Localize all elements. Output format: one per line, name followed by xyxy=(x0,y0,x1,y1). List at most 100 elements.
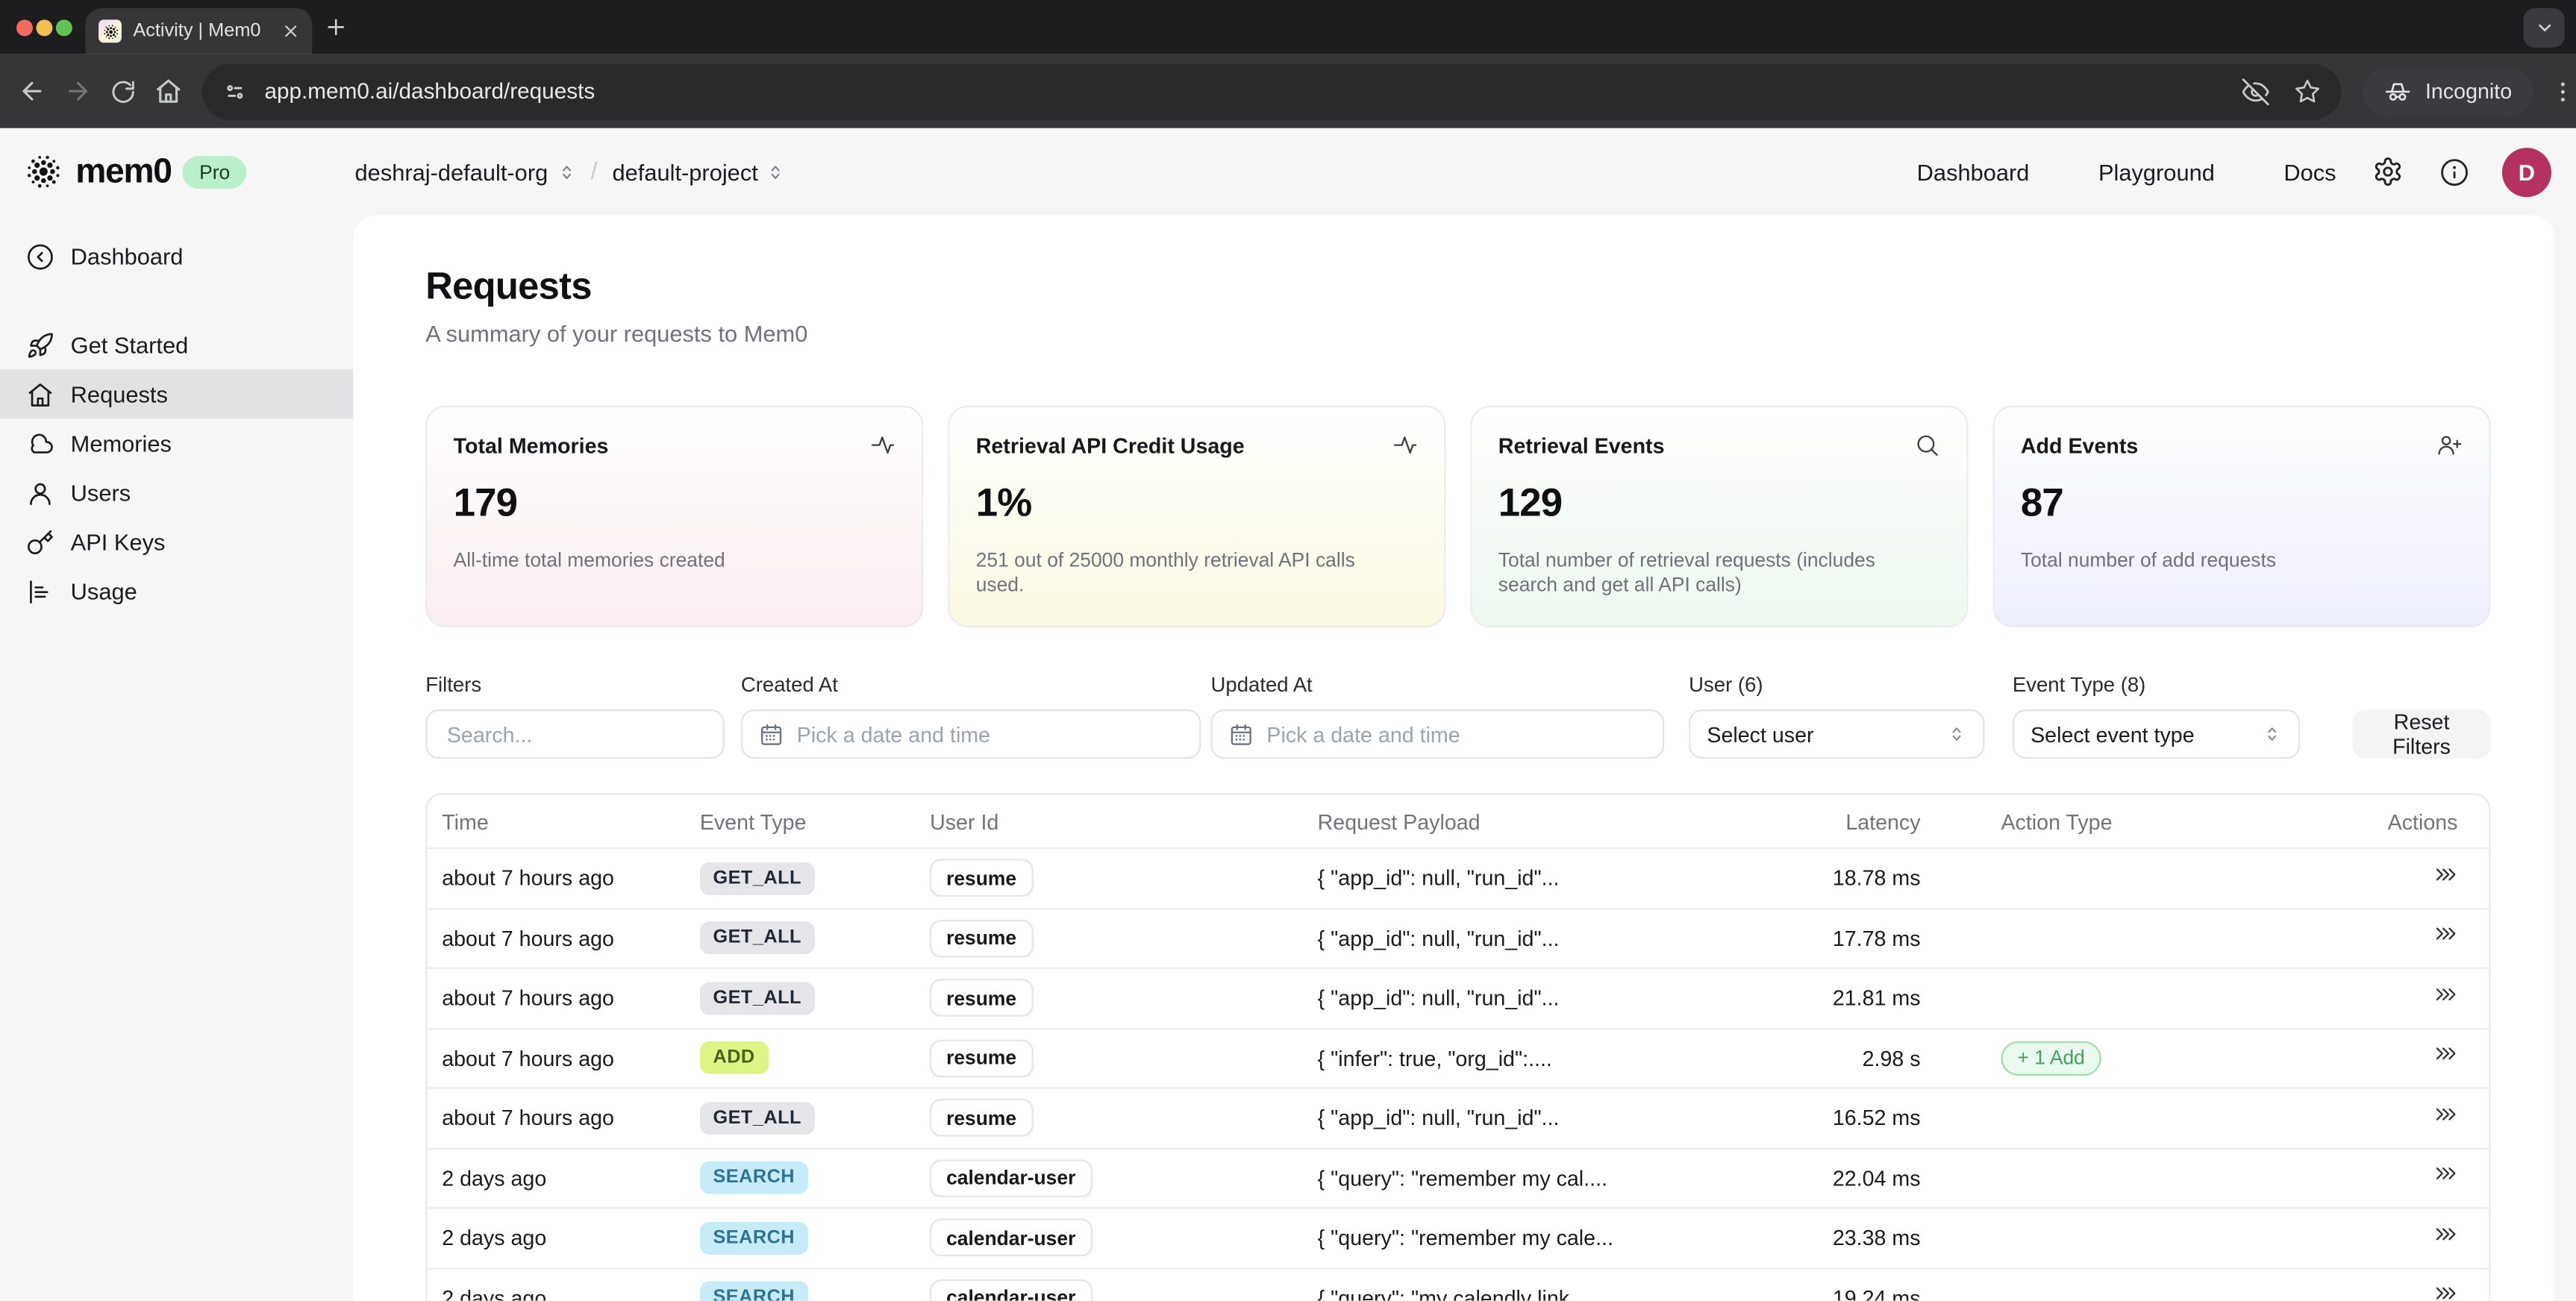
updated-at-label: Updated At xyxy=(1210,673,1313,697)
home-icon xyxy=(26,380,54,408)
user-id-chip: resume xyxy=(930,979,1034,1018)
user-id-chip: calendar-user xyxy=(930,1219,1092,1257)
event-type-badge: GET_ALL xyxy=(699,862,815,895)
url-bar[interactable]: app.mem0.ai/dashboard/requests xyxy=(201,63,2342,119)
site-settings-icon[interactable] xyxy=(222,78,248,104)
created-at-picker[interactable]: Pick a date and time xyxy=(740,709,1201,759)
app-header: mem0 Pro deshraj-default-org / default-p… xyxy=(0,128,2576,216)
cloud-icon xyxy=(26,430,54,457)
incognito-badge: Incognito xyxy=(2363,66,2533,116)
browser-tab-strip: Activity | Mem0 xyxy=(0,0,2576,54)
expand-row-icon[interactable] xyxy=(2433,862,2457,886)
expand-row-icon[interactable] xyxy=(2433,1282,2457,1301)
tab-search-chevron-button[interactable] xyxy=(2523,8,2565,48)
incognito-label: Incognito xyxy=(2425,78,2513,104)
table-row[interactable]: about 7 hours ago GET_ALL resume { "app_… xyxy=(427,847,2489,907)
breadcrumb: deshraj-default-org / default-project xyxy=(355,157,787,186)
event-type-badge: SEARCH xyxy=(699,1221,808,1255)
window-zoom-button[interactable] xyxy=(55,19,72,37)
expand-row-icon[interactable] xyxy=(2433,922,2457,947)
created-at-label: Created At xyxy=(740,673,838,697)
table-row[interactable]: about 7 hours ago ADD resume { "infer": … xyxy=(427,1027,2489,1087)
expand-row-icon[interactable] xyxy=(2433,1102,2457,1126)
expand-row-icon[interactable] xyxy=(2433,1221,2457,1246)
user-id-chip: resume xyxy=(930,859,1034,897)
search-input-wrap xyxy=(425,709,725,759)
user-id-chip: calendar-user xyxy=(930,1159,1092,1197)
sidebar-item-users[interactable]: Users xyxy=(0,468,353,517)
browser-tab[interactable]: Activity | Mem0 xyxy=(85,8,313,54)
event-type-badge: GET_ALL xyxy=(699,981,815,1015)
user-id-chip: resume xyxy=(930,919,1034,957)
sidebar-item-requests[interactable]: Requests xyxy=(0,369,354,419)
back-button[interactable] xyxy=(18,77,46,104)
home-button[interactable] xyxy=(154,77,182,104)
table-header-row: Time Event Type User Id Request Payload … xyxy=(442,809,2458,834)
table-row[interactable]: 2 days ago SEARCH calendar-user { "query… xyxy=(427,1147,2489,1207)
event-type-badge: GET_ALL xyxy=(699,921,815,955)
sidebar-item-api-keys[interactable]: API Keys xyxy=(0,517,353,566)
window-minimize-button[interactable] xyxy=(36,19,53,37)
header-nav: Dashboard Playground Docs D xyxy=(1848,147,2551,197)
event-type-badge: GET_ALL xyxy=(699,1101,815,1135)
table-row[interactable]: 2 days ago SEARCH calendar-user { "query… xyxy=(427,1207,2489,1267)
reload-button[interactable] xyxy=(110,78,137,104)
event-type-select[interactable]: Select event type xyxy=(2012,709,2301,759)
bookmark-star-icon[interactable] xyxy=(2294,77,2322,104)
bar-chart-icon xyxy=(26,577,54,605)
event-type-badge: SEARCH xyxy=(699,1281,808,1301)
nav-playground-link[interactable]: Playground xyxy=(2098,158,2215,185)
event-type-badge: SEARCH xyxy=(699,1162,808,1195)
user-avatar[interactable]: D xyxy=(2501,147,2551,197)
user-select[interactable]: Select user xyxy=(1689,709,1985,759)
table-row[interactable]: about 7 hours ago GET_ALL resume { "app_… xyxy=(427,967,2489,1027)
stat-card-add-events: Add Events 87 Total number of add reques… xyxy=(1992,405,2491,627)
help-info-icon[interactable] xyxy=(2439,157,2469,186)
eye-off-icon[interactable] xyxy=(2241,76,2271,106)
user-filter-label: User (6) xyxy=(1689,673,1763,697)
stat-card-retrieval-events: Retrieval Events 129 Total number of ret… xyxy=(1470,405,1969,627)
sidebar-item-dashboard[interactable]: Dashboard xyxy=(0,231,353,280)
plan-badge: Pro xyxy=(183,155,247,189)
expand-row-icon[interactable] xyxy=(2433,982,2457,1006)
mem0-favicon xyxy=(99,19,122,43)
table-row[interactable]: about 7 hours ago GET_ALL resume { "app_… xyxy=(427,1087,2489,1147)
rocket-icon xyxy=(26,331,54,359)
window-close-button[interactable] xyxy=(16,19,34,37)
calendar-icon xyxy=(1229,722,1254,747)
filters-label: Filters xyxy=(425,673,482,697)
url-text[interactable]: app.mem0.ai/dashboard/requests xyxy=(264,78,595,104)
sidebar-item-memories[interactable]: Memories xyxy=(0,418,353,468)
activity-icon xyxy=(869,432,895,458)
browser-toolbar: app.mem0.ai/dashboard/requests Incognito xyxy=(0,54,2576,128)
stats-row: Total Memories 179 All-time total memori… xyxy=(425,405,2491,627)
reset-filters-button[interactable]: Reset Filters xyxy=(2352,709,2491,759)
updated-at-picker[interactable]: Pick a date and time xyxy=(1210,709,1665,759)
settings-gear-icon[interactable] xyxy=(2372,156,2404,187)
calendar-icon xyxy=(759,722,784,747)
forward-button[interactable] xyxy=(64,77,92,104)
tab-close-icon[interactable] xyxy=(283,23,299,40)
table-row[interactable]: about 7 hours ago GET_ALL resume { "app_… xyxy=(427,907,2489,967)
chevrons-up-down-icon xyxy=(2263,724,2282,744)
stat-card-retrieval-credit: Retrieval API Credit Usage 1% 251 out of… xyxy=(948,405,1446,627)
new-tab-button[interactable] xyxy=(325,16,347,38)
org-selector[interactable]: deshraj-default-org xyxy=(355,158,576,185)
search-input[interactable] xyxy=(443,720,707,748)
nav-docs-link[interactable]: Docs xyxy=(2283,158,2336,185)
incognito-icon xyxy=(2386,83,2410,101)
sidebar-item-usage[interactable]: Usage xyxy=(0,567,353,616)
expand-row-icon[interactable] xyxy=(2433,1041,2457,1066)
tab-title: Activity | Mem0 xyxy=(133,21,261,42)
chevrons-up-down-icon xyxy=(1947,724,1966,744)
logo-wordmark: mem0 xyxy=(75,151,172,190)
expand-row-icon[interactable] xyxy=(2433,1162,2457,1186)
chevrons-up-down-icon xyxy=(766,162,786,181)
stat-card-total-memories: Total Memories 179 All-time total memori… xyxy=(425,405,924,627)
mem0-logo[interactable]: mem0 Pro xyxy=(23,151,247,192)
sidebar-item-get-started[interactable]: Get Started xyxy=(0,320,353,369)
nav-dashboard-link[interactable]: Dashboard xyxy=(1916,158,2030,185)
browser-menu-icon[interactable] xyxy=(2550,78,2576,104)
table-row[interactable]: 2 days ago SEARCH calendar-user { "query… xyxy=(427,1267,2489,1301)
project-selector[interactable]: default-project xyxy=(612,158,786,185)
